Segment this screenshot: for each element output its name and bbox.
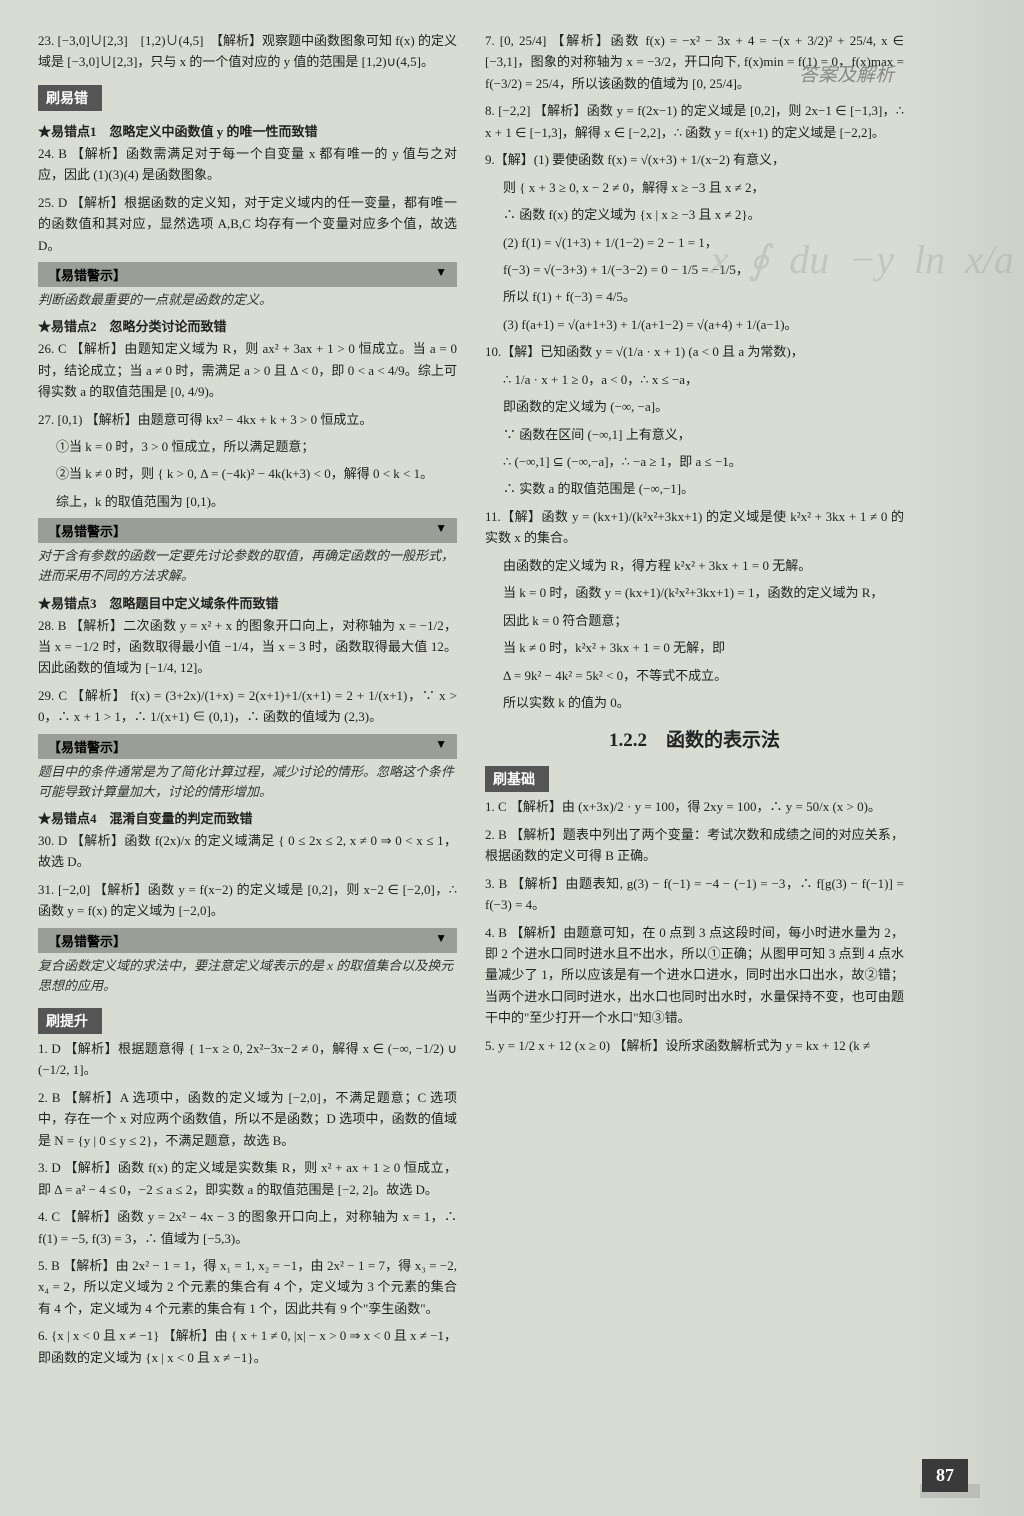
r-q10: 10.【解】已知函数 y = √(1/a · x + 1) (a < 0 且 a…: [485, 341, 904, 362]
triangle-icon: ▼: [435, 521, 447, 540]
warning-4: 复合函数定义域的求法中，要注意定义域表示的是 x 的取值集合以及换元思想的应用。: [38, 956, 457, 996]
page-content: 23. [−3,0]∪[2,3] [1,2)∪(4,5] 【解析】观察题中函数图…: [0, 0, 1024, 1440]
r-q11f: 所以实数 k 的值为 0。: [485, 692, 904, 713]
jc-q1: 1. C 【解析】由 (x+3x)/2 · y = 100，得 2xy = 10…: [485, 796, 904, 817]
r-q10c: ∵ 函数在区间 (−∞,1] 上有意义，: [485, 424, 904, 445]
q29: 29. C 【解析】 f(x) = (3+2x)/(1+x) = 2(x+1)+…: [38, 685, 457, 728]
q24: 24. B 【解析】函数需满足对于每一个自变量 x 都有唯一的 y 值与之对应，…: [38, 143, 457, 186]
warning-1: 判断函数最重要的一点就是函数的定义。: [38, 290, 457, 310]
star-point-4: ★易错点4 混淆自变量的判定而致错: [38, 808, 457, 827]
r-q10a: ∴ 1/a · x + 1 ≥ 0，a < 0，∴ x ≤ −a，: [485, 369, 904, 390]
r-q11b: 当 k = 0 时，函数 y = (kx+1)/(k²x²+3kx+1) = 1…: [485, 582, 904, 603]
section-shua-yicuo: 刷易错: [38, 85, 102, 111]
r-q10e: ∴ 实数 a 的取值范围是 (−∞,−1]。: [485, 478, 904, 499]
warning-bar-4: 【易错警示】 ▼: [38, 928, 457, 953]
r-q11a: 由函数的定义域为 R，得方程 k²x² + 3kx + 1 = 0 无解。: [485, 555, 904, 576]
triangle-icon: ▼: [435, 265, 447, 284]
r-q9f: (3) f(a+1) = √(a+1+3) + 1/(a+1−2) = √(a+…: [485, 314, 904, 335]
page-header: 答案及解析: [799, 60, 894, 87]
subsection-title: 1.2.2 函数的表示法: [485, 725, 904, 752]
r-q11c: 因此 k = 0 符合题意；: [485, 610, 904, 631]
r-q6: 6. {x | x < 0 且 x ≠ −1} 【解析】由 { x + 1 ≠ …: [38, 1325, 457, 1368]
warning-label: 【易错警示】: [48, 265, 126, 284]
r-q9: 9.【解】(1) 要使函数 f(x) = √(x+3) + 1/(x−2) 有意…: [485, 149, 904, 170]
jc-q2: 2. B 【解析】题表中列出了两个变量：考试次数和成绩之间的对应关系，根据函数的…: [485, 824, 904, 867]
warning-2: 对于含有参数的函数一定要先讨论参数的取值，再确定函数的一般形式，进而采用不同的方…: [38, 546, 457, 586]
r-q9d: f(−3) = √(−3+3) + 1/(−3−2) = 0 − 1/5 = −…: [485, 259, 904, 280]
r-q11d: 当 k ≠ 0 时，k²x² + 3kx + 1 = 0 无解，即: [485, 637, 904, 658]
q27: 27. [0,1) 【解析】由题意可得 kx² − 4kx + k + 3 > …: [38, 409, 457, 430]
warning-label: 【易错警示】: [48, 521, 126, 540]
warning-label: 【易错警示】: [48, 931, 126, 950]
q26: 26. C 【解析】由题知定义域为 R，则 ax² + 3ax + 1 > 0 …: [38, 338, 457, 402]
r-q9e: 所以 f(1) + f(−3) = 4/5。: [485, 286, 904, 307]
r-q10d: ∴ (−∞,1] ⊆ (−∞,−a]，∴ −a ≥ 1，即 a ≤ −1。: [485, 451, 904, 472]
jc-q4: 4. B 【解析】由题意可知，在 0 点到 3 点这段时间，每小时进水量为 2，…: [485, 922, 904, 1029]
warning-bar-3: 【易错警示】 ▼: [38, 734, 457, 759]
r-q9b: ∴ 函数 f(x) 的定义域为 {x | x ≥ −3 且 x ≠ 2}。: [485, 204, 904, 225]
ts-q1: 1. D 【解析】根据题意得 { 1−x ≥ 0, 2x²−3x−2 ≠ 0，解…: [38, 1038, 457, 1081]
r-q10b: 即函数的定义域为 (−∞, −a]。: [485, 396, 904, 417]
section-shua-tisheng: 刷提升: [38, 1008, 102, 1034]
r-q9a: 则 { x + 3 ≥ 0, x − 2 ≠ 0，解得 x ≥ −3 且 x ≠…: [485, 177, 904, 198]
warning-bar-2: 【易错警示】 ▼: [38, 518, 457, 543]
ts-q2: 2. B 【解析】A 选项中，函数的定义域为 [−2,0]，不满足题意；C 选项…: [38, 1087, 457, 1151]
r-q5: 5. B 【解析】由 2x² − 1 = 1，得 x₁ = 1, x₂ = −1…: [38, 1255, 457, 1319]
q25: 25. D 【解析】根据函数的定义知，对于定义域内的任一变量，都有唯一的函数值和…: [38, 192, 457, 256]
r-q11e: Δ = 9k² − 4k² = 5k² < 0，不等式不成立。: [485, 665, 904, 686]
ts-q3: 3. D 【解析】函数 f(x) 的定义域是实数集 R，则 x² + ax + …: [38, 1157, 457, 1200]
r-q11: 11.【解】函数 y = (kx+1)/(k²x²+3kx+1) 的定义域是使 …: [485, 506, 904, 549]
triangle-icon: ▼: [435, 737, 447, 756]
triangle-icon: ▼: [435, 931, 447, 950]
q31: 31. [−2,0] 【解析】函数 y = f(x−2) 的定义域是 [0,2]…: [38, 879, 457, 922]
q27c: 综上，k 的取值范围为 [0,1)。: [38, 491, 457, 512]
star-point-3: ★易错点3 忽略题目中定义域条件而致错: [38, 593, 457, 612]
q30: 30. D 【解析】函数 f(2x)/x 的定义域满足 { 0 ≤ 2x ≤ 2…: [38, 830, 457, 873]
ts-q4: 4. C 【解析】函数 y = 2x² − 4x − 3 的图象开口向上，对称轴…: [38, 1206, 457, 1249]
page-number: 87: [922, 1459, 968, 1492]
q23: 23. [−3,0]∪[2,3] [1,2)∪(4,5] 【解析】观察题中函数图…: [38, 30, 457, 73]
star-point-2: ★易错点2 忽略分类讨论而致错: [38, 316, 457, 335]
q27a: ①当 k = 0 时，3 > 0 恒成立，所以满足题意；: [38, 436, 457, 457]
r-q9c: (2) f(1) = √(1+3) + 1/(1−2) = 2 − 1 = 1，: [485, 232, 904, 253]
jc-q3: 3. B 【解析】由题表知, g(3) − f(−1) = −4 − (−1) …: [485, 873, 904, 916]
jc-q5: 5. y = 1/2 x + 12 (x ≥ 0) 【解析】设所求函数解析式为 …: [485, 1035, 904, 1056]
r-q8: 8. [−2,2] 【解析】函数 y = f(2x−1) 的定义域是 [0,2]…: [485, 100, 904, 143]
warning-label: 【易错警示】: [48, 737, 126, 756]
star-point-1: ★易错点1 忽略定义中函数值 y 的唯一性而致错: [38, 121, 457, 140]
section-shua-jichu: 刷基础: [485, 766, 549, 792]
warning-bar-1: 【易错警示】 ▼: [38, 262, 457, 287]
q28: 28. B 【解析】二次函数 y = x² + x 的图象开口向上，对称轴为 x…: [38, 615, 457, 679]
q27b: ②当 k ≠ 0 时，则 { k > 0, Δ = (−4k)² − 4k(k+…: [38, 463, 457, 484]
warning-3: 题目中的条件通常是为了简化计算过程，减少讨论的情形。忽略这个条件可能导致计算量加…: [38, 762, 457, 802]
